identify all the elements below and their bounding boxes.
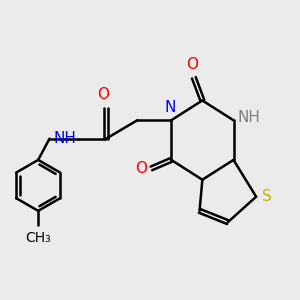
Text: N: N: [164, 100, 176, 115]
Text: S: S: [262, 189, 272, 204]
Text: O: O: [135, 161, 147, 176]
Text: NH: NH: [53, 131, 76, 146]
Text: O: O: [187, 57, 199, 72]
Text: CH₃: CH₃: [25, 231, 51, 245]
Text: O: O: [97, 87, 109, 102]
Text: NH: NH: [238, 110, 261, 125]
